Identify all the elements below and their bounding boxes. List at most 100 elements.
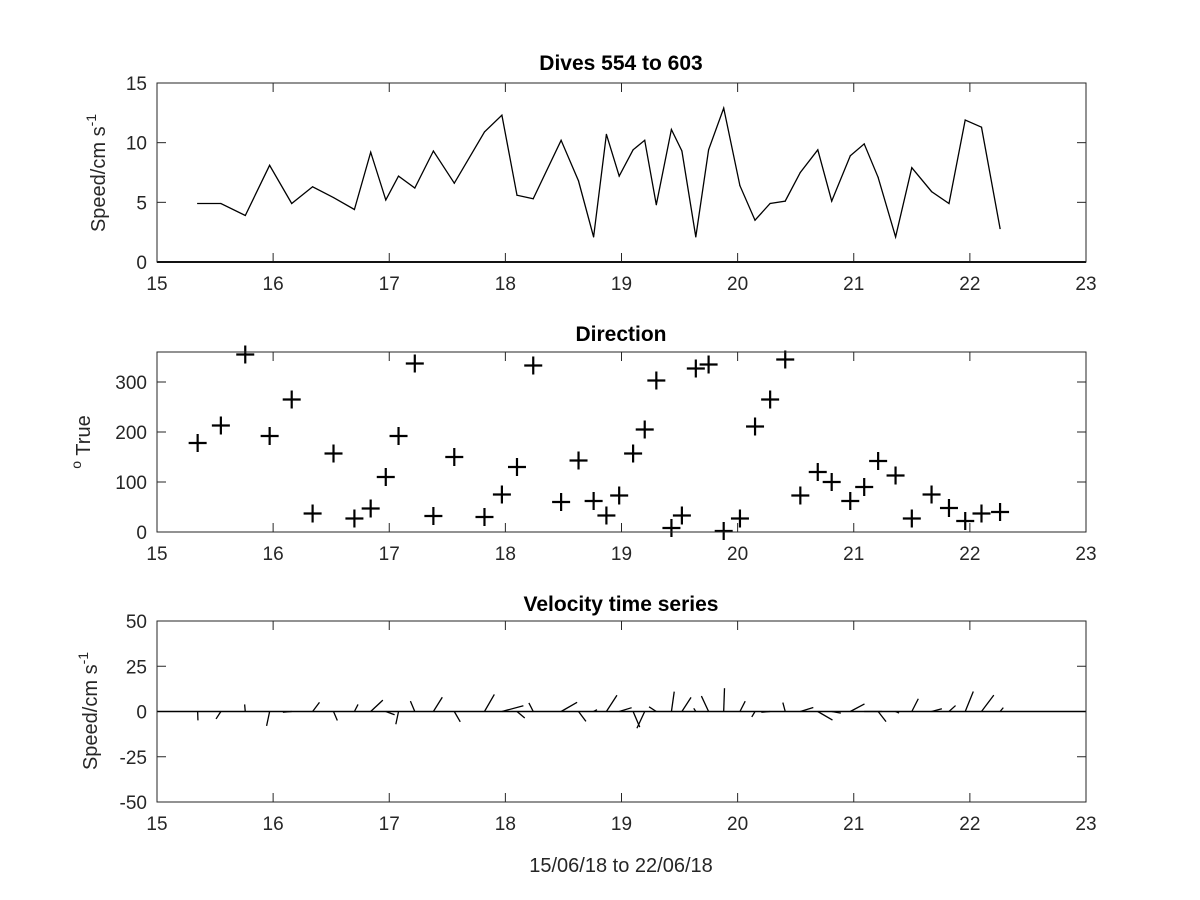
speed-point <box>453 182 455 184</box>
direction-scatter-series <box>188 345 1010 540</box>
speed-point <box>483 131 486 133</box>
direction-marker <box>389 427 408 445</box>
velocity-stick <box>800 706 814 713</box>
speed-point <box>964 119 966 121</box>
speed-point <box>197 202 199 205</box>
direction-panel: Direction o True 15 16 17 18 19 20 21 22 23 0 100 2… <box>68 323 1097 565</box>
velocity-stick <box>618 707 632 713</box>
velocity-stick <box>895 710 900 714</box>
x-tick-label: 20 <box>727 544 748 565</box>
velocity-stick <box>636 711 646 729</box>
y-tick-label: 0 <box>136 523 147 544</box>
velocity-stick <box>831 710 841 714</box>
direction-marker <box>324 444 343 463</box>
velocity-stick <box>243 704 246 712</box>
direction-marker <box>808 463 827 481</box>
velocity-stick <box>782 702 786 712</box>
velocity-stick <box>370 699 384 712</box>
speed-point <box>353 208 356 211</box>
x-tick-label: 20 <box>727 814 748 835</box>
speed-point <box>707 149 710 151</box>
direction-marker <box>345 509 364 528</box>
x-tick-label: 19 <box>611 814 632 835</box>
velocity-axis-ticks: 15 16 17 18 19 20 21 22 23 -50 -25 0 25 50 <box>120 612 1097 835</box>
direction-marker <box>405 354 424 373</box>
speed-point <box>593 236 595 238</box>
direction-marker <box>376 468 395 486</box>
velocity-stick <box>332 711 338 721</box>
direction-marker <box>886 466 905 485</box>
speed-point <box>894 236 897 238</box>
y-tick-label: 100 <box>115 473 147 494</box>
speed-point <box>269 164 271 166</box>
speed-point <box>332 196 335 199</box>
velocity-stick <box>739 700 746 712</box>
velocity-stick <box>849 703 865 713</box>
direction-marker <box>791 486 810 505</box>
direction-marker <box>662 519 681 537</box>
direction-marker <box>972 504 991 523</box>
direction-marker <box>714 522 733 540</box>
velocity-stick <box>282 710 292 713</box>
speed-y-axis-label: Speed/cm s-1 <box>83 114 110 232</box>
x-tick-label: 22 <box>959 544 980 565</box>
direction-chart-title: Direction <box>575 323 666 346</box>
velocity-stick <box>560 701 578 713</box>
velocity-stick <box>877 711 887 723</box>
speed-point <box>769 202 771 205</box>
velocity-stick <box>353 704 359 712</box>
y-tick-label: 15 <box>126 74 147 95</box>
speed-point <box>385 199 387 201</box>
x-tick-label: 20 <box>727 274 748 295</box>
direction-marker <box>776 350 795 369</box>
speed-point <box>560 139 562 141</box>
direction-marker <box>282 390 301 409</box>
y-tick-label: 0 <box>136 253 147 274</box>
direction-marker <box>855 478 874 496</box>
x-tick-label: 17 <box>379 814 400 835</box>
direction-marker <box>635 420 654 439</box>
velocity-stick <box>751 711 756 718</box>
velocity-stick <box>578 711 587 722</box>
direction-marker <box>939 499 958 517</box>
y-tick-label: -50 <box>120 793 147 814</box>
speed-point <box>220 202 222 205</box>
direction-marker <box>869 452 888 470</box>
speed-point <box>577 180 580 182</box>
speed-point <box>532 198 534 200</box>
speed-panel: Dives 554 to 603 Speed/cm s-1 15 16 17 18 19… <box>83 52 1097 295</box>
direction-marker <box>761 390 780 409</box>
velocity-stick-series <box>157 688 1086 729</box>
velocity-stick <box>516 711 526 719</box>
x-tick-label: 16 <box>263 544 284 565</box>
speed-point <box>618 175 620 177</box>
direction-marker <box>211 416 230 435</box>
velocity-stick <box>723 688 726 712</box>
speed-point <box>930 190 933 193</box>
velocity-stick <box>980 694 995 712</box>
velocity-stick <box>432 696 443 712</box>
direction-marker <box>699 355 718 374</box>
x-tick-label: 22 <box>959 274 980 295</box>
velocity-stick <box>593 709 598 713</box>
y-tick-label: -25 <box>120 748 147 769</box>
x-tick-label: 15 <box>146 544 167 565</box>
x-tick-label: 17 <box>379 544 400 565</box>
direction-marker <box>991 503 1010 521</box>
velocity-stick <box>931 708 943 713</box>
y-tick-label: 300 <box>115 373 147 394</box>
velocity-stick <box>409 700 416 712</box>
x-tick-label: 16 <box>263 274 284 295</box>
velocity-stick <box>964 691 974 712</box>
x-tick-label: 19 <box>611 274 632 295</box>
velocity-stick <box>215 711 222 720</box>
direction-marker <box>492 485 511 504</box>
direction-marker <box>445 448 464 466</box>
direction-marker <box>260 427 279 445</box>
direction-marker <box>902 509 921 528</box>
x-tick-label: 21 <box>843 814 864 835</box>
velocity-stick <box>648 706 657 713</box>
direction-marker <box>610 486 629 505</box>
speed-point <box>948 202 950 205</box>
direction-marker <box>746 417 765 436</box>
